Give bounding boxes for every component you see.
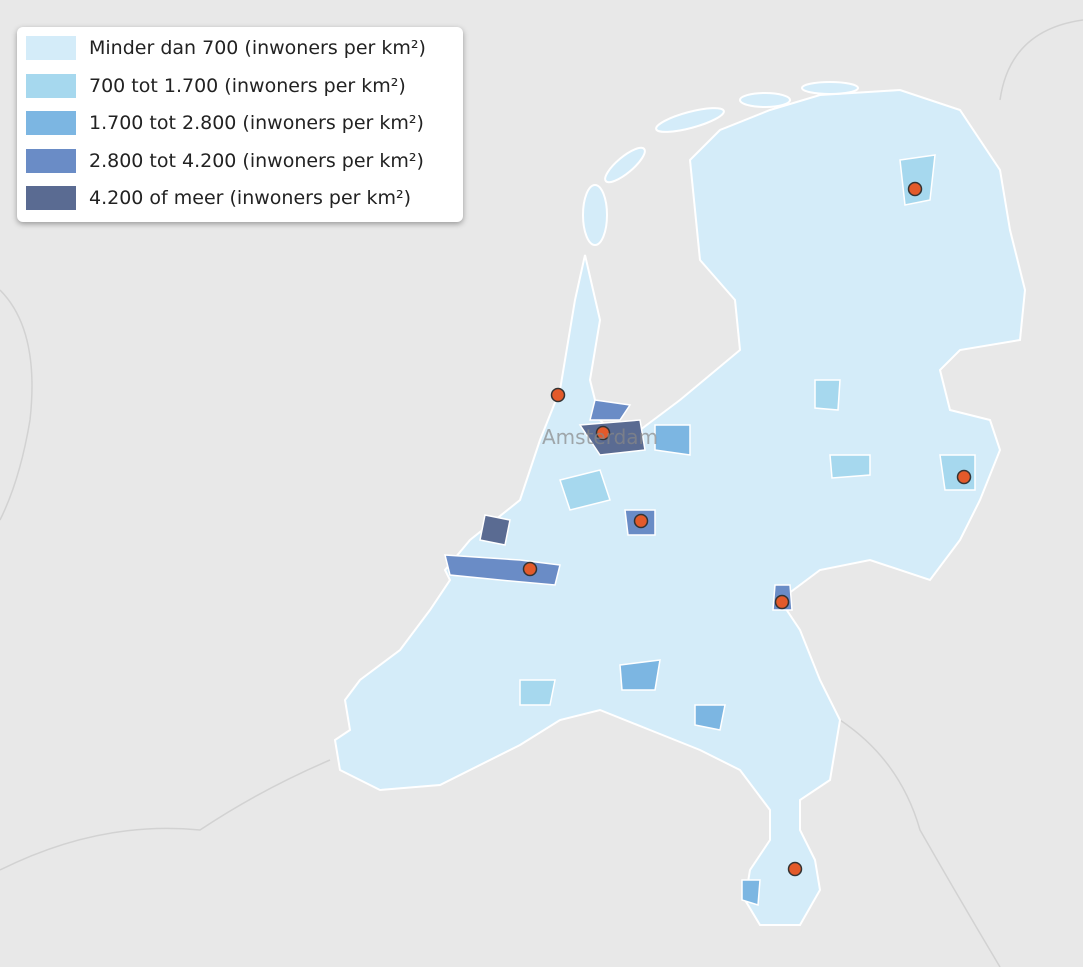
municipality <box>939 454 976 491</box>
borders <box>0 19 1083 967</box>
legend-item: 4.200 of meer (inwoners per km²) <box>26 185 411 211</box>
legend-item: Minder dan 700 (inwoners per km²) <box>26 35 426 61</box>
municipality <box>694 704 726 731</box>
municipality <box>578 419 646 456</box>
legend-swatch <box>26 111 76 135</box>
legend-swatch <box>26 36 76 60</box>
city-marker <box>774 594 790 610</box>
coastline <box>999 19 1083 101</box>
municipality <box>589 399 632 421</box>
municipality <box>741 879 761 906</box>
coastline <box>0 289 33 521</box>
city-marker <box>522 561 538 577</box>
border-germany <box>839 719 1001 967</box>
island <box>582 184 608 246</box>
legend-label: 2.800 tot 4.200 (inwoners per km²) <box>89 149 424 172</box>
city-marker <box>550 387 566 403</box>
municipality <box>814 379 841 411</box>
border-belgium <box>0 759 331 871</box>
island <box>739 92 791 108</box>
municipality <box>899 154 936 206</box>
city-marker <box>633 513 649 529</box>
municipality <box>619 659 661 691</box>
legend-label: 4.200 of meer (inwoners per km²) <box>89 187 412 209</box>
city-marker <box>907 181 923 197</box>
legend-swatch <box>26 148 76 173</box>
legend-item: 1.700 tot 2.800 (inwoners per km²) <box>26 110 424 136</box>
legend-swatch <box>26 186 76 210</box>
municipality <box>559 469 611 511</box>
legend-label: 700 tot 1.700 (inwoners per km²) <box>89 74 406 97</box>
island <box>801 81 859 95</box>
islands <box>582 81 859 246</box>
municipalities <box>444 154 976 906</box>
legend-label: Minder dan 700 (inwoners per km²) <box>89 37 426 59</box>
municipality <box>829 454 871 479</box>
netherlands <box>333 88 1027 926</box>
municipality <box>654 424 691 456</box>
island <box>655 107 725 133</box>
city-markers <box>522 181 972 877</box>
legend-item: 2.800 tot 4.200 (inwoners per km²) <box>26 148 424 174</box>
legend-label: 1.700 tot 2.800 (inwoners per km²) <box>89 112 424 134</box>
city-label: Amsterdam <box>542 425 658 449</box>
city-marker <box>787 861 803 877</box>
legend: Minder dan 700 (inwoners per km²) 700 tot… <box>17 27 463 222</box>
legend-item: 700 tot 1.700 (inwoners per km²) <box>26 73 406 99</box>
island <box>604 146 646 184</box>
city-marker <box>956 469 972 485</box>
municipality <box>519 679 556 706</box>
legend-swatch <box>26 73 76 98</box>
city-marker <box>595 425 611 441</box>
municipality <box>479 514 511 546</box>
